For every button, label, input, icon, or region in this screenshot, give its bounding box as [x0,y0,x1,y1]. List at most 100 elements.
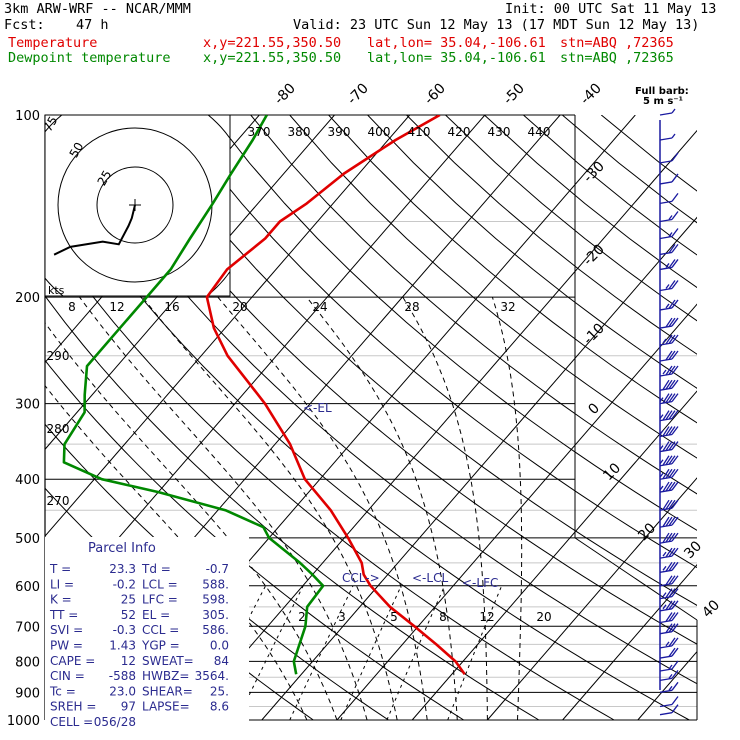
wind-barb-flag [668,547,676,557]
parcel-label: Tc = [49,684,76,698]
wind-barb-flag [665,410,673,420]
pressure-label-900: 900 [15,686,40,701]
wind-barb-staff [659,112,673,116]
parcel-info-background [45,537,249,730]
wind-barb-halfflag [662,565,667,571]
wind-barb [659,575,679,587]
parcel-info-box: Parcel Info T = 23.3 Td = -0.7 LI = -0.2 LCL = 5… [45,537,249,730]
profiles [62,115,466,675]
wind-barb-flag [665,317,673,328]
isotherm-line [261,216,697,721]
wind-barb [659,334,679,346]
level-marker-el: <-EL [303,401,332,415]
parcel-label: YGP = [141,639,180,653]
wind-barb-flag [668,623,676,633]
parcel-label: LFC = [142,593,178,607]
wind-barb-flag [668,393,676,403]
wind-barb-flag [665,393,673,403]
wind-barb-staff [659,251,673,256]
parcel-value: 12 [121,654,136,668]
dry-adiabat-line [94,115,697,645]
wind-barb [659,280,679,292]
wind-barb-flag [671,365,679,375]
wind-barb [659,704,679,716]
mixing-ratio-label: 20 [232,300,247,314]
wind-barb-halfflag [671,108,676,114]
wind-barb [659,193,679,205]
wind-barb [659,468,679,480]
level-marker-lcl: <-LCL [412,571,448,585]
moist-adiabat-line [45,322,338,721]
wind-barb [659,410,679,422]
parcel-value: 25. [210,684,229,698]
dry-adiabat-line [45,295,540,721]
fcst-value: 47 h [76,17,109,33]
mixing-ratio-label: 28 [404,300,419,314]
wind-barb [659,455,679,467]
wind-barb-staff [659,524,673,528]
wind-barb-flag [668,600,676,610]
dry-adiabat-line [484,115,697,289]
hodograph-trace [53,204,136,256]
wind-barb-halfflag [665,284,670,289]
wind-barb-staff [659,703,673,708]
wind-barb-halfflag [662,369,667,375]
parcel-value: 056/28 [94,715,136,729]
wind-barb-flag [671,299,679,309]
header: 3km ARW-WRF -- NCAR/MMM Init: 00 UTC Sat… [0,0,740,70]
wind-barb-staff [659,677,673,682]
fcst-label: Fcst: [4,17,45,33]
wind-barb-flag [665,575,673,586]
wind-barb-halfflag [668,673,673,679]
level-marker-lfc: <-LFC [462,576,498,590]
parcel-label: SWEAT= [142,654,194,668]
wind-barb-flag [668,244,676,254]
wind-barb-flag [665,532,673,543]
moist-adiabat-line [402,296,488,720]
mixing-ratio-label: 32 [500,300,515,314]
parcel-label: LI = [50,577,74,591]
wind-barb-flag [668,317,676,327]
wind-barb [659,637,679,649]
isotherm-label: -30 [580,158,607,185]
parcel-value: 598. [202,593,229,607]
mixing-ratio-label: 16 [164,300,179,314]
wind-barb-staff [659,712,673,716]
hodograph-ring [96,166,174,244]
wind-barb [659,441,679,453]
theta-label: 370 [248,125,271,139]
wind-barb-flag [671,455,679,465]
wind-barb-staff [659,555,673,559]
wind-barb-staff [659,668,673,672]
wind-barb-flag [665,455,673,466]
wind-barb-halfflag [659,397,664,403]
wind-barb [659,259,679,271]
wind-barb-flag [665,379,673,390]
parcel-value: 305. [202,608,229,622]
wind-barb-flag [665,334,673,345]
temperature-legend: Temperature [8,35,98,51]
isotherm-label: -40 [577,80,604,107]
wind-barb-flag [662,468,670,479]
parcel-label: SHEAR= [142,684,193,698]
wind-barb-flag [668,334,676,344]
parcel-label: CAPE = [50,654,95,668]
wind-barb-flag [668,637,676,647]
wind-barb-halfflag [668,232,673,237]
wind-barb-flag [665,516,673,527]
wind-barb-flag [671,575,679,585]
wind-barb-flag [668,575,676,585]
pressure-label-200: 200 [15,291,40,306]
wind-barb-flag [665,468,673,479]
wind-barb [659,393,679,405]
wind-barb-flag [671,481,679,491]
wind-barb-flag [665,561,673,572]
wind-barb-flag [671,228,679,237]
theta-label: 380 [288,125,311,139]
isotherm-label: -20 [580,241,607,268]
moist-adiabat-line [491,296,523,721]
wind-barb-flag [671,516,679,526]
wind-barb-flag [671,588,679,597]
wind-barb-flag [671,211,679,220]
